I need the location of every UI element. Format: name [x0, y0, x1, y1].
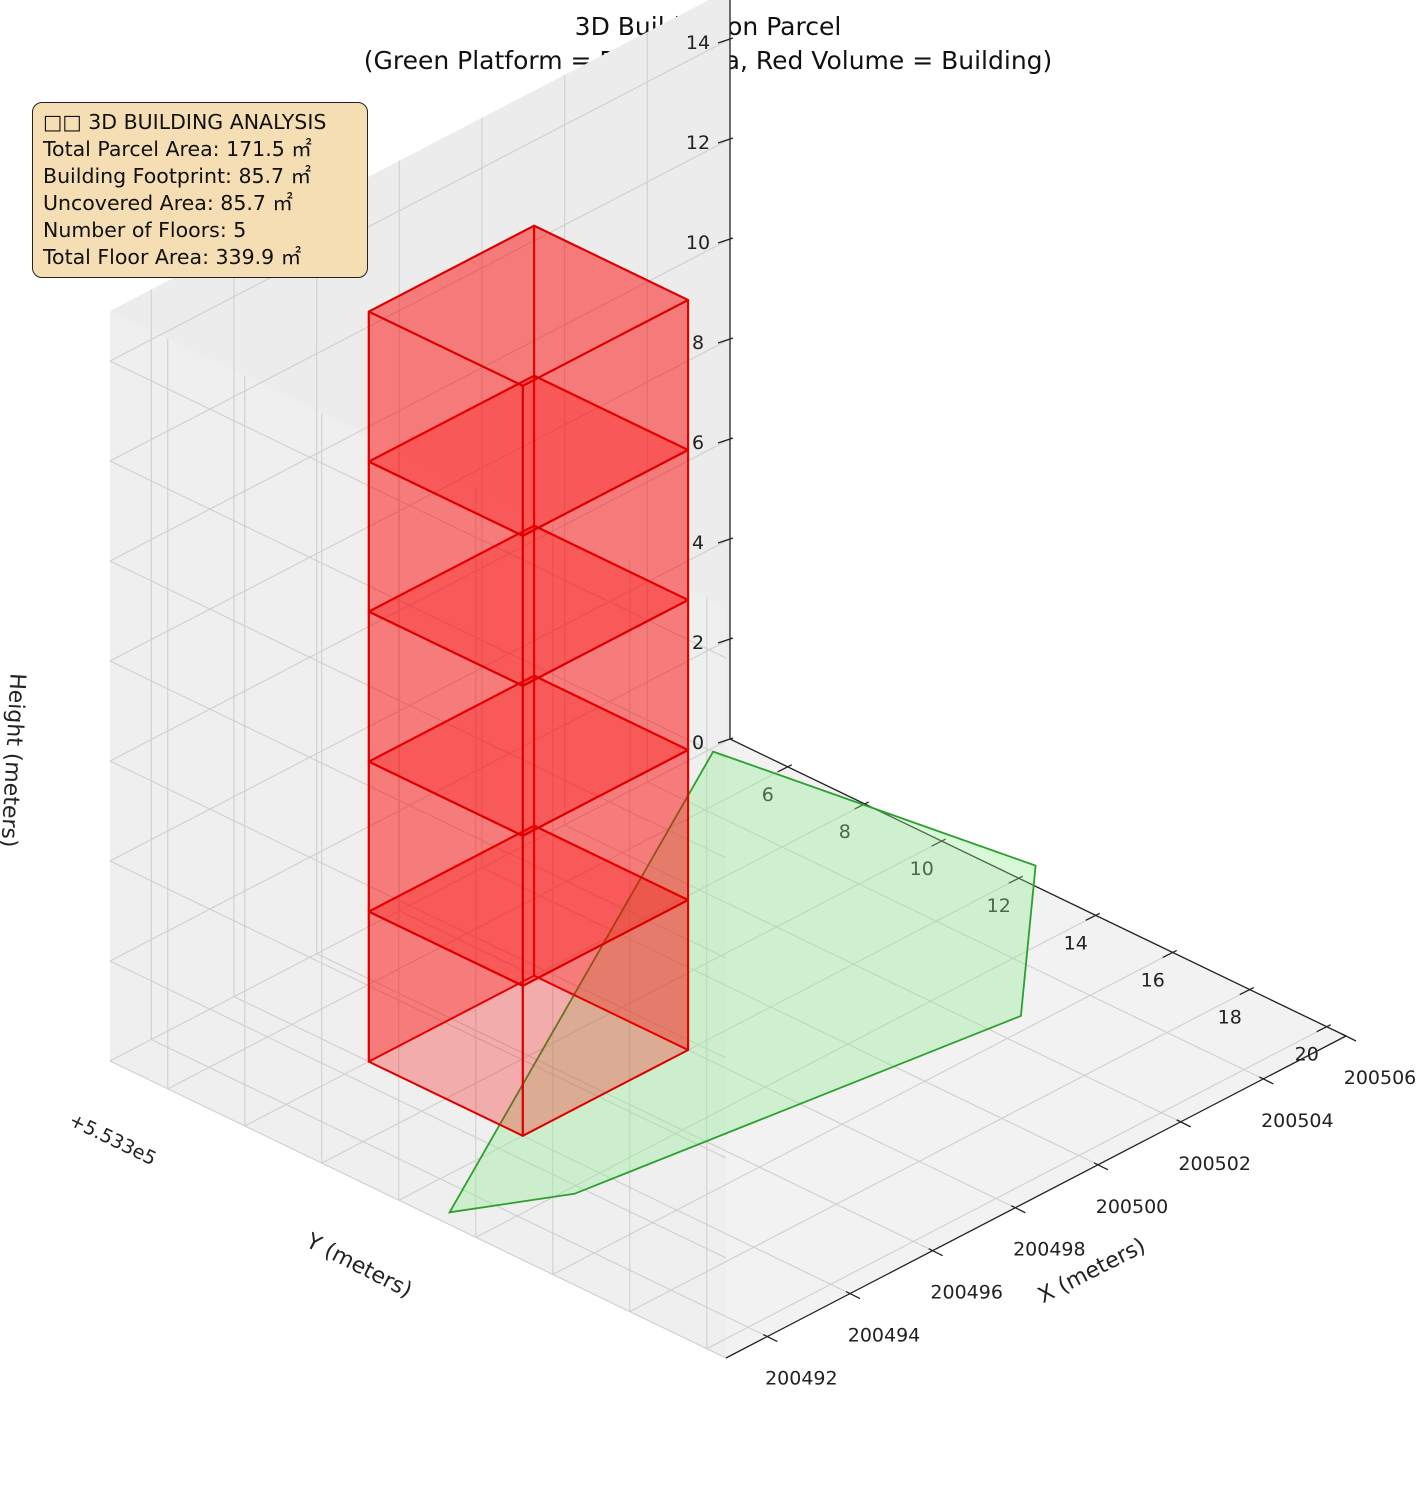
z-tick-mark: [717, 237, 734, 244]
back-wall-pane-right: [110, 311, 726, 1358]
x-tick-label: 200500: [1096, 1196, 1169, 1218]
y-tick-label: 14: [1064, 932, 1088, 954]
info-uncovered-area: Uncovered Area: 85.7 ㎡: [43, 191, 293, 215]
y-grid-floor: [321, 840, 943, 1164]
x-tick-label: 200506: [1344, 1067, 1416, 1089]
y-tick-mark: [777, 764, 793, 773]
plot-data: [367, 224, 1037, 1214]
z-grid-wall: [109, 360, 727, 659]
y-tick-mark: [1008, 875, 1024, 884]
z-grid-wall: [109, 38, 731, 362]
x-grid-floor: [151, 1039, 768, 1338]
y-tick-label: 10: [910, 858, 934, 880]
y-tick-label: 12: [987, 895, 1011, 917]
z-grid-wall: [109, 438, 731, 762]
x-grid-floor: [233, 996, 851, 1295]
z-grid-wall: [109, 238, 731, 562]
y-grid-floor: [629, 989, 1251, 1313]
y-tick-mark: [1316, 1024, 1332, 1033]
z-grid-wall: [109, 960, 727, 1259]
y-tick-label: 16: [1141, 969, 1165, 991]
z-grid-wall: [109, 460, 727, 759]
x-tick-label: 200496: [930, 1282, 1003, 1304]
y-axis-label: Y (meters): [301, 1228, 416, 1303]
info-number-of-floors: Number of Floors: 5: [43, 218, 247, 242]
x-tick-mark: [763, 1333, 778, 1343]
x-tick-label: 200498: [1013, 1239, 1086, 1261]
x-grid-floor: [316, 953, 933, 1252]
z-grid-wall: [109, 1060, 727, 1359]
z-tick-mark: [717, 737, 734, 744]
y-grid-floor: [167, 766, 789, 1090]
z-tick-mark: [717, 637, 734, 644]
z-grid-wall: [109, 738, 731, 1062]
z-grid-wall: [109, 760, 727, 1059]
z-tick-label: 0: [692, 732, 704, 754]
z-axis-label: Height (meters): [0, 673, 30, 849]
y-grid-floor: [244, 803, 866, 1127]
y-tick-mark: [931, 838, 947, 847]
y-grid-floor: [398, 877, 1020, 1201]
z-tick-mark: [717, 337, 734, 344]
x-tick-mark: [1176, 1119, 1191, 1128]
axis-ticks: 200492 200494 200496 200498 200500 200502 2005…: [686, 32, 1416, 1390]
y-tick-mark: [1162, 949, 1178, 959]
z-grid-wall: [109, 538, 731, 862]
z-tick-label: 12: [686, 132, 710, 154]
z-tick-label: 8: [692, 332, 704, 354]
x-tick-mark: [928, 1248, 943, 1257]
x-grid-floor: [647, 781, 1264, 1080]
y-tick-label: 20: [1295, 1044, 1319, 1066]
x-grid-floor: [564, 824, 1181, 1123]
y-tick-mark: [1085, 912, 1101, 921]
x-axis-line: [725, 1035, 1347, 1359]
x-tick-mark: [1093, 1162, 1109, 1171]
y-tick-mark: [854, 801, 870, 810]
x-tick-mark: [1011, 1205, 1026, 1214]
axis-panes: [110, 0, 1346, 1358]
info-heading: □□ 3D BUILDING ANALYSIS: [43, 110, 327, 134]
analysis-info-box: □□ 3D BUILDING ANALYSIS Total Parcel Are…: [32, 102, 368, 278]
z-tick-label: 2: [692, 632, 704, 654]
y-tick-mark: [1239, 987, 1255, 996]
x-tick-mark: [1259, 1076, 1274, 1085]
building-floor-5: [367, 224, 690, 537]
z-tick-mark: [717, 537, 734, 544]
z-tick-mark: [717, 137, 734, 144]
building-roof: [367, 224, 690, 387]
y-offset-label: +5.533e5: [66, 1109, 160, 1170]
x-tick-label: 200504: [1261, 1110, 1334, 1132]
x-grid-floor: [399, 910, 1016, 1209]
x-tick-mark: [1341, 1033, 1357, 1042]
y-tick-label: 18: [1218, 1007, 1242, 1029]
z-tick-mark: [717, 437, 734, 444]
z-tick-label: 14: [686, 32, 710, 54]
z-grid-wall: [109, 138, 731, 462]
z-tick-label: 4: [692, 532, 704, 554]
y-tick-label: 6: [762, 784, 774, 806]
z-grid-wall: [109, 338, 731, 662]
z-tick-label: 10: [686, 232, 710, 254]
z-grid-wall: [109, 638, 731, 962]
info-building-footprint: Building Footprint: 85.7 ㎡: [43, 164, 312, 188]
x-tick-label: 200502: [1178, 1153, 1251, 1175]
y-grid-floor: [475, 914, 1097, 1238]
y-axis-line: [729, 738, 1347, 1037]
y-grid-floor: [706, 1026, 1328, 1350]
y-tick-label: 8: [839, 821, 851, 843]
x-tick-label: 200494: [848, 1325, 921, 1347]
z-grid-wall: [109, 560, 727, 859]
axis-lines: [725, 0, 1347, 1359]
x-grid-floor: [481, 867, 1099, 1166]
info-total-floor-area: Total Floor Area: 339.9 ㎡: [43, 245, 302, 269]
x-tick-mark: [845, 1291, 861, 1300]
info-total-parcel-area: Total Parcel Area: 171.5 ㎡: [43, 137, 312, 161]
z-tick-mark: [717, 37, 734, 44]
z-tick-label: 6: [692, 432, 704, 454]
z-grid-wall: [109, 860, 727, 1159]
x-tick-label: 200492: [765, 1368, 838, 1390]
y-grid-floor: [552, 951, 1174, 1275]
